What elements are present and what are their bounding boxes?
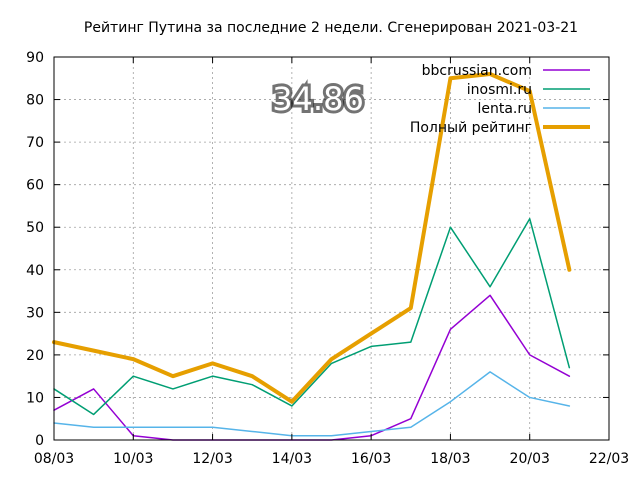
legend-label: inosmi.ru: [467, 82, 532, 98]
series-line-полный-рейтинг: [52, 72, 572, 404]
x-tick-label: 22/03: [589, 451, 629, 467]
series-line-bbcrussian-com: [53, 294, 571, 441]
overlay-value: 34.86: [272, 80, 364, 118]
y-tick-label: 0: [35, 433, 44, 449]
x-tick-label: 16/03: [351, 451, 391, 467]
plot-frame: [53, 56, 610, 441]
legend: bbcrussian.com inosmi.ru lenta.ru Полный ре…: [410, 63, 590, 136]
axis-ticks: 0 10 20 30 40 50 60 70 80 90 08/03 10/03 12/03 14/03 1…: [26, 50, 629, 467]
legend-label: Полный рейтинг: [410, 120, 532, 136]
series-line-inosmi-ru: [53, 217, 571, 416]
y-tick-label: 90: [26, 50, 44, 66]
y-tick-label: 70: [26, 135, 44, 151]
x-tick-label: 10/03: [113, 451, 153, 467]
x-tick-label: 12/03: [192, 451, 232, 467]
grid-lines: [54, 57, 609, 440]
x-tick-label: 20/03: [510, 451, 550, 467]
y-tick-label: 30: [26, 305, 44, 321]
y-tick-label: 40: [26, 263, 44, 279]
y-tick-label: 20: [26, 348, 44, 364]
y-tick-label: 10: [26, 390, 44, 406]
x-tick-label: 14/03: [272, 451, 312, 467]
series-line-lenta-ru: [53, 371, 571, 437]
x-tick-label: 18/03: [430, 451, 470, 467]
x-tick-label: 08/03: [34, 451, 74, 467]
chart-title: Рейтинг Путина за последние 2 недели. Сг…: [84, 20, 578, 36]
y-tick-label: 80: [26, 93, 44, 109]
legend-label: lenta.ru: [477, 101, 532, 117]
y-tick-label: 50: [26, 220, 44, 236]
legend-label: bbcrussian.com: [422, 63, 532, 79]
y-tick-label: 60: [26, 178, 44, 194]
